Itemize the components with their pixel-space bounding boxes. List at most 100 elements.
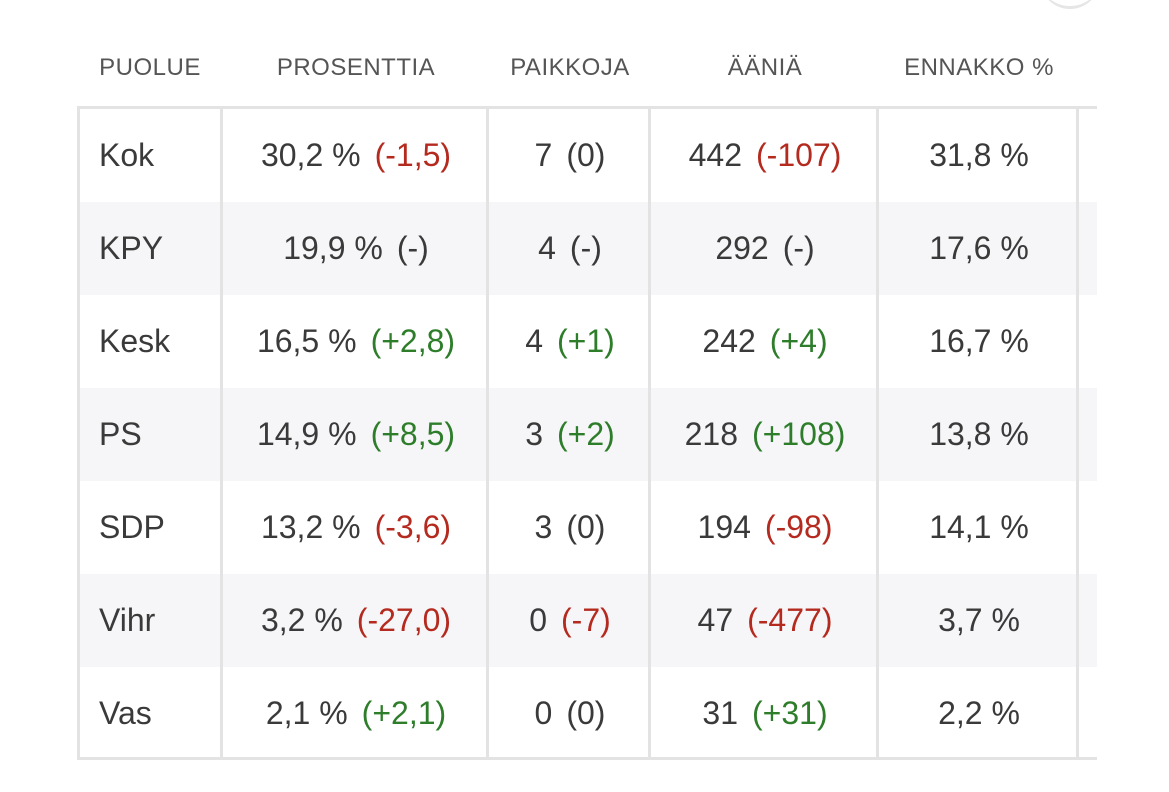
party-name: Kesk: [99, 323, 171, 359]
column-divider: [486, 109, 489, 760]
column-header-votes[interactable]: ÄÄNIÄ: [727, 54, 803, 81]
seats-value: 7: [534, 137, 553, 173]
seats-value: 0: [534, 695, 553, 731]
percent-value: 16,5 %: [256, 323, 357, 359]
seats-change: (0): [566, 137, 606, 173]
votes-cell: 442 (-107): [651, 109, 879, 202]
votes-change: (-477): [747, 602, 833, 638]
votes-change: (-): [782, 230, 815, 266]
advance-value: 17,6 %: [929, 230, 1029, 266]
advance-value: 14,1 %: [929, 509, 1029, 545]
percent-cell: 14,9 % (+8,5): [223, 388, 489, 481]
party-cell: Vas: [80, 667, 223, 760]
percent-cell: 19,9 % (-): [223, 202, 489, 295]
party-name: PS: [99, 416, 142, 452]
percent-value: 3,2 %: [260, 602, 343, 638]
seats-change: (+1): [557, 323, 615, 359]
column-header-advance[interactable]: ENNAKKO %: [904, 54, 1054, 81]
table-row[interactable]: SDP 13,2 % (-3,6) 3 (0) 194 (-98) 14,1 %: [80, 481, 1097, 574]
votes-change: (-107): [756, 137, 842, 173]
seats-value: 4: [525, 323, 543, 359]
percent-cell: 2,1 % (+2,1): [223, 667, 489, 760]
votes-value: 292: [715, 230, 769, 266]
seats-change: (-): [569, 230, 602, 266]
decorative-arc: [1040, 0, 1100, 9]
column-header-percent[interactable]: PROSENTTIA: [276, 54, 436, 81]
table-row[interactable]: KPY 19,9 % (-) 4 (-) 292 (-) 17,6 %: [80, 202, 1097, 295]
seats-value: 3: [525, 416, 543, 452]
votes-change: (-98): [764, 509, 833, 545]
votes-value: 218: [684, 416, 738, 452]
percent-value: 14,9 %: [256, 416, 357, 452]
seats-cell: 4 (-): [489, 202, 651, 295]
party-name: KPY: [99, 230, 164, 266]
seats-value: 0: [529, 602, 548, 638]
votes-change: (+4): [769, 323, 828, 359]
votes-value: 47: [697, 602, 734, 638]
votes-value: 31: [702, 695, 738, 731]
results-table-viewport: Kok 30,2 % (-1,5) 7 (0) 442 (-107) 31,8 % KPY 19,…: [77, 106, 1097, 760]
party-cell: Kesk: [80, 295, 223, 388]
votes-cell: 47 (-477): [651, 574, 879, 667]
percent-cell: 16,5 % (+2,8): [223, 295, 489, 388]
seats-value: 4: [538, 230, 556, 266]
advance-value: 3,7 %: [938, 602, 1020, 638]
advance-value: 2,2 %: [938, 695, 1020, 731]
party-name: SDP: [99, 509, 165, 545]
table-row[interactable]: Vas 2,1 % (+2,1) 0 (0) 31 (+31) 2,2 %: [80, 667, 1097, 760]
votes-change: (+108): [752, 416, 846, 452]
percent-value: 13,2 %: [260, 509, 361, 545]
votes-change: (+31): [752, 695, 828, 731]
party-name: Kok: [99, 137, 155, 173]
percent-change: (-1,5): [374, 137, 452, 173]
percent-cell: 13,2 % (-3,6): [223, 481, 489, 574]
party-name: Vas: [99, 695, 152, 731]
votes-value: 242: [702, 323, 756, 359]
percent-change: (-3,6): [374, 509, 452, 545]
party-cell: Kok: [80, 109, 223, 202]
advance-cell: 13,8 %: [879, 388, 1079, 481]
column-divider: [876, 109, 879, 760]
advance-cell: 14,1 %: [879, 481, 1079, 574]
advance-cell: 3,7 %: [879, 574, 1079, 667]
seats-change: (-7): [561, 602, 611, 638]
seats-cell: 7 (0): [489, 109, 651, 202]
advance-cell: 31,8 %: [879, 109, 1079, 202]
table-row[interactable]: Vihr 3,2 % (-27,0) 0 (-7) 47 (-477) 3,7 %: [80, 574, 1097, 667]
votes-cell: 242 (+4): [651, 295, 879, 388]
column-divider: [648, 109, 651, 760]
seats-cell: 3 (0): [489, 481, 651, 574]
seats-cell: 3 (+2): [489, 388, 651, 481]
percent-change: (-27,0): [356, 602, 452, 638]
percent-value: 19,9 %: [283, 230, 383, 266]
votes-value: 194: [697, 509, 751, 545]
votes-cell: 292 (-): [651, 202, 879, 295]
party-name: Vihr: [99, 602, 156, 638]
seats-value: 3: [534, 509, 553, 545]
percent-value: 2,1 %: [265, 695, 348, 731]
column-divider: [220, 109, 223, 760]
advance-cell: 17,6 %: [879, 202, 1079, 295]
seats-change: (0): [566, 695, 606, 731]
percent-cell: 30,2 % (-1,5): [223, 109, 489, 202]
advance-cell: 16,7 %: [879, 295, 1079, 388]
advance-value: 13,8 %: [929, 416, 1029, 452]
seats-cell: 0 (-7): [489, 574, 651, 667]
results-table: Kok 30,2 % (-1,5) 7 (0) 442 (-107) 31,8 % KPY 19,…: [77, 106, 1097, 760]
column-divider: [1076, 109, 1079, 760]
percent-change: (-): [396, 230, 429, 266]
advance-cell: 2,2 %: [879, 667, 1079, 760]
table-row[interactable]: PS 14,9 % (+8,5) 3 (+2) 218 (+108) 13,8 %: [80, 388, 1097, 481]
party-cell: PS: [80, 388, 223, 481]
votes-cell: 31 (+31): [651, 667, 879, 760]
seats-change: (0): [566, 509, 606, 545]
advance-value: 31,8 %: [929, 137, 1029, 173]
votes-value: 442: [688, 137, 743, 173]
percent-change: (+2,1): [361, 695, 447, 731]
table-row[interactable]: Kesk 16,5 % (+2,8) 4 (+1) 242 (+4) 16,7 %: [80, 295, 1097, 388]
table-row[interactable]: Kok 30,2 % (-1,5) 7 (0) 442 (-107) 31,8 %: [80, 109, 1097, 202]
column-header-party[interactable]: PUOLUE: [99, 54, 201, 81]
party-cell: SDP: [80, 481, 223, 574]
percent-value: 30,2 %: [260, 137, 361, 173]
column-header-seats[interactable]: PAIKKOJA: [510, 54, 630, 81]
